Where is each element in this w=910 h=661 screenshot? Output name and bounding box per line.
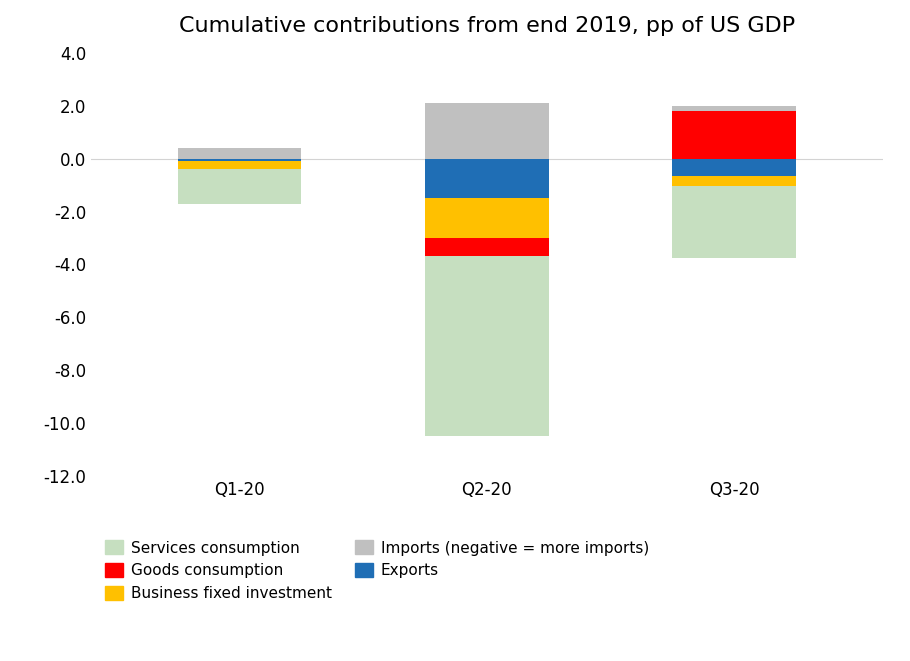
Bar <box>425 256 549 436</box>
Bar <box>672 159 796 176</box>
Legend: Services consumption, Goods consumption, Business fixed investment, Imports (neg: Services consumption, Goods consumption,… <box>98 534 655 607</box>
Bar <box>425 198 549 238</box>
Title: Cumulative contributions from end 2019, pp of US GDP: Cumulative contributions from end 2019, … <box>178 16 795 36</box>
Bar <box>672 176 796 186</box>
Bar <box>672 186 796 258</box>
Bar <box>177 161 301 169</box>
Bar <box>425 103 549 159</box>
Bar <box>177 159 301 161</box>
Bar <box>672 106 796 111</box>
Bar <box>672 111 796 159</box>
Bar <box>425 238 549 256</box>
Bar <box>177 148 301 159</box>
Bar <box>177 169 301 204</box>
Bar <box>425 159 549 198</box>
